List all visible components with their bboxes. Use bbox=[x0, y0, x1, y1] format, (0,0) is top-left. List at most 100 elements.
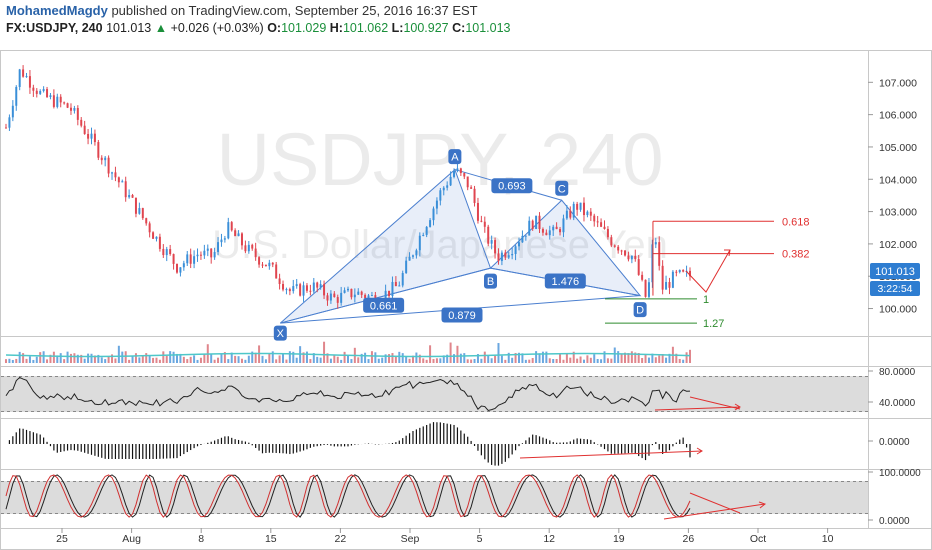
candle-body bbox=[518, 242, 520, 247]
volume-bar bbox=[302, 352, 305, 363]
time-tick-label: Sep bbox=[401, 533, 420, 545]
volume-bar bbox=[203, 354, 206, 363]
volume-bar bbox=[562, 359, 565, 363]
volume-bar bbox=[305, 351, 308, 363]
volume-bar bbox=[661, 353, 664, 363]
fib-level-label: 0.618 bbox=[782, 216, 810, 228]
candle-body bbox=[158, 236, 161, 249]
fib-levels[interactable]: 0.618 0.382 1 1.27 bbox=[605, 216, 810, 330]
volume-bar bbox=[39, 352, 42, 363]
volume-bar bbox=[97, 354, 100, 363]
volume-bar bbox=[333, 355, 336, 363]
pattern-point-x-bg bbox=[273, 325, 287, 341]
fib-level-label: 1 bbox=[703, 294, 709, 306]
candle-body bbox=[589, 211, 592, 216]
volume-bar bbox=[5, 359, 7, 363]
candle-body bbox=[117, 177, 120, 183]
candle-body bbox=[630, 255, 633, 260]
volume-bar bbox=[476, 354, 479, 363]
volume-bar bbox=[350, 359, 353, 363]
candle-body bbox=[234, 230, 237, 237]
candle-body bbox=[524, 235, 527, 237]
volume-bar bbox=[179, 353, 182, 363]
candle-body bbox=[442, 187, 445, 191]
candle-body bbox=[671, 271, 674, 288]
candle-body bbox=[494, 240, 497, 254]
volume-bar bbox=[22, 353, 25, 363]
volume-bar bbox=[627, 353, 630, 363]
candle-body bbox=[227, 222, 230, 239]
candle-body bbox=[100, 157, 103, 161]
volume-bar bbox=[292, 351, 295, 363]
volume-bar bbox=[176, 353, 178, 363]
pattern-point-x: X bbox=[277, 328, 285, 340]
volume-bar bbox=[8, 358, 11, 363]
candle-body bbox=[415, 250, 418, 256]
candle-body bbox=[169, 249, 172, 255]
pattern-ratio-bg bbox=[363, 297, 405, 313]
volume-bar bbox=[487, 355, 490, 363]
candle-body bbox=[69, 107, 72, 111]
indicator-tick-label: 0.0000 bbox=[879, 516, 910, 527]
candle-body bbox=[514, 246, 517, 255]
price-tick-label: 100.000 bbox=[879, 304, 917, 316]
volume-bar bbox=[552, 359, 555, 363]
candle-body bbox=[97, 142, 100, 158]
symbol-label[interactable]: FX:USDJPY, 240 bbox=[6, 21, 103, 35]
volume-bar bbox=[261, 355, 264, 363]
change-arrow-icon: ▲ bbox=[154, 21, 168, 35]
volume-bar bbox=[121, 351, 124, 363]
volume-bar bbox=[326, 353, 329, 363]
candle-body bbox=[405, 260, 408, 274]
volume-bar bbox=[25, 358, 28, 363]
candle-body bbox=[446, 185, 449, 188]
volume-bar bbox=[565, 353, 568, 363]
candle-body bbox=[497, 253, 500, 262]
candle-body bbox=[196, 254, 199, 257]
candle-body bbox=[131, 195, 134, 198]
candle-body bbox=[422, 234, 425, 236]
open-label: O: bbox=[267, 21, 282, 35]
pattern-point-c-bg bbox=[555, 180, 569, 196]
volume-bar bbox=[264, 359, 267, 363]
watermark-symbol: USDJPY, 240 bbox=[217, 118, 664, 201]
time-axis[interactable]: 25 Aug 8 15 22 Sep 5 12 19 26 Oct 10 bbox=[56, 528, 834, 545]
indicator-tick-label: 80.0000 bbox=[879, 367, 916, 378]
indicator-tick-label: 100.0000 bbox=[879, 468, 921, 479]
volume-bar bbox=[678, 358, 681, 363]
volume-bar bbox=[606, 358, 609, 363]
chart-header: MohamedMagdy published on TradingView.co… bbox=[0, 0, 932, 50]
pattern-ratio: 0.879 bbox=[448, 310, 476, 322]
volume-bar bbox=[665, 357, 668, 363]
volume-bar bbox=[128, 359, 131, 363]
candle-body bbox=[613, 245, 616, 247]
candle-body bbox=[152, 232, 155, 239]
volume-bar bbox=[603, 351, 606, 363]
volume-bar bbox=[446, 354, 449, 363]
author-link[interactable]: MohamedMagdy bbox=[6, 3, 108, 18]
candle-body bbox=[39, 91, 42, 94]
price-axis[interactable]: 100.000101.000102.000103.000104.000105.0… bbox=[868, 77, 917, 316]
volume-bar bbox=[647, 357, 650, 363]
candle-body bbox=[124, 181, 127, 198]
candle-body bbox=[429, 220, 432, 227]
candle-body bbox=[504, 252, 507, 258]
volume-bar bbox=[531, 358, 534, 363]
candle-body bbox=[340, 292, 343, 303]
pattern-point-a-bg bbox=[448, 149, 462, 165]
candle-body bbox=[56, 96, 59, 107]
harmonic-pattern[interactable] bbox=[279, 168, 642, 324]
volume-bar bbox=[15, 358, 18, 363]
volume-bar bbox=[343, 351, 346, 363]
volume-bar bbox=[230, 352, 233, 363]
volume-bar bbox=[453, 354, 456, 363]
volume-bar bbox=[189, 356, 192, 363]
volume-bar bbox=[223, 352, 226, 363]
candle-body bbox=[254, 248, 257, 258]
volume-bar bbox=[483, 351, 486, 363]
candle-body bbox=[675, 271, 678, 273]
candle-body bbox=[15, 86, 18, 106]
candle-body bbox=[162, 248, 165, 256]
volume-bar bbox=[59, 353, 62, 363]
